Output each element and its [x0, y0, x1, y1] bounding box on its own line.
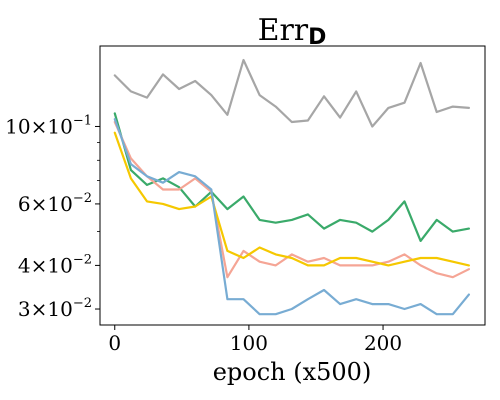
y-tick-label: 3×10−2	[18, 296, 92, 321]
plot-frame	[99, 45, 486, 326]
ticks-layer: 0 100 200 3×10−2 4×10−2 6×10−2 10×10−1	[5, 113, 402, 355]
series-line-5	[113, 117, 470, 316]
series-line-2	[113, 112, 470, 242]
chart-title: ErrD	[258, 13, 327, 50]
title-text: Err	[258, 13, 309, 48]
y-tick-label: 4×10−2	[18, 252, 92, 277]
series-line-1	[113, 58, 470, 128]
x-tick-label: 0	[108, 331, 121, 355]
plot-area: 0 100 200 3×10−2 4×10−2 6×10−2 10×10−1	[5, 45, 486, 355]
series-line-3	[113, 120, 470, 279]
series-layer	[113, 58, 470, 316]
series-line-4	[113, 131, 470, 267]
y-tick-label: 6×10−2	[18, 191, 92, 216]
title-subscript: D	[308, 25, 326, 50]
x-axis-label: epoch (x500)	[213, 358, 372, 386]
y-tick-label: 10×10−1	[5, 113, 92, 138]
x-tick-label: 100	[230, 331, 268, 355]
x-tick-label: 200	[364, 331, 402, 355]
